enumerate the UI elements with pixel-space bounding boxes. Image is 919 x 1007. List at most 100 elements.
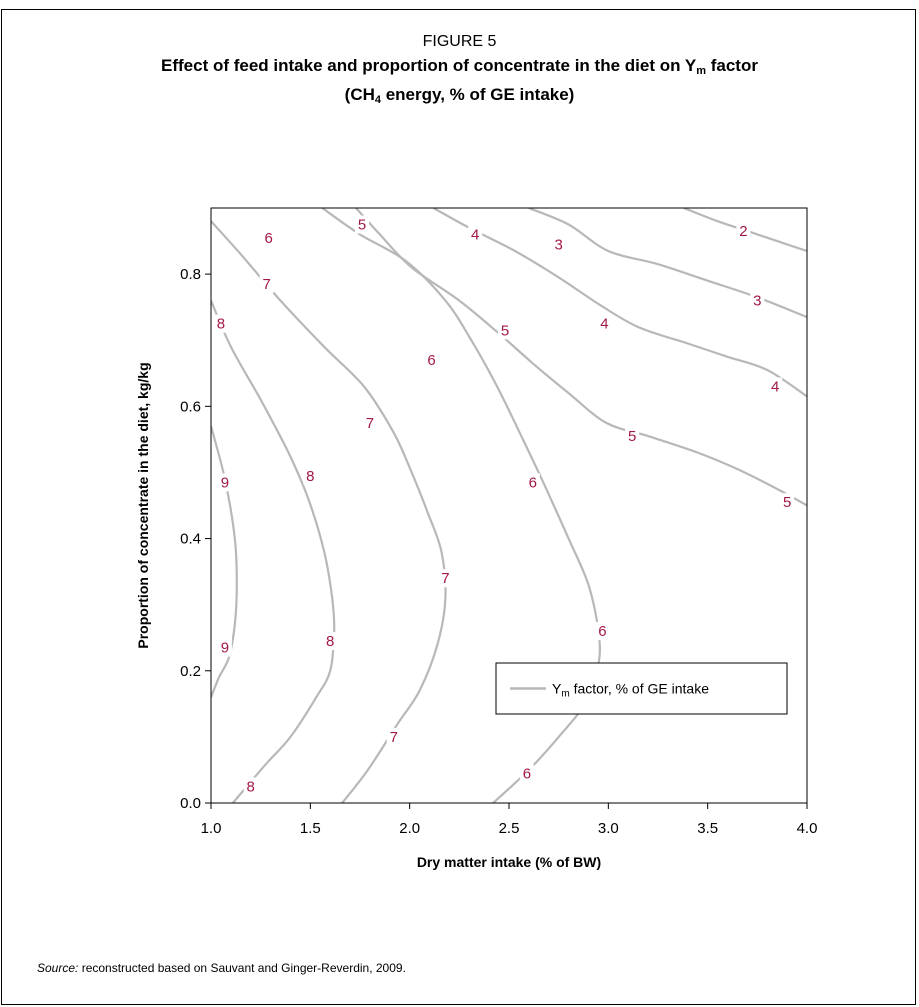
contour-label-group: 6 — [261, 228, 276, 247]
contour-label-group: 7 — [438, 569, 453, 588]
contour-label: 7 — [262, 276, 270, 293]
contour-line-6 — [321, 208, 601, 803]
contour-label-group: 6 — [424, 351, 439, 370]
contour-label: 5 — [628, 428, 636, 445]
legend-label-sub: m — [561, 689, 569, 700]
contour-label-group: 8 — [303, 466, 318, 485]
y-axis-label: Proportion of concentrate in the diet, k… — [135, 362, 151, 648]
contour-label-gap — [525, 473, 540, 492]
contour-line-4 — [432, 208, 807, 398]
x-tick-label: 1.0 — [201, 820, 222, 837]
title-line2-subscript: 4 — [374, 94, 381, 106]
contour-label-gap — [519, 764, 534, 783]
contour-label-gap — [625, 427, 640, 446]
contour-line-3 — [528, 208, 807, 319]
contour-label-gap — [424, 351, 439, 370]
contour-line-7 — [211, 220, 447, 803]
contour-label-group: 8 — [323, 632, 338, 651]
y-axis: 0.0 0.2 0.4 0.6 0.8 — [180, 266, 211, 812]
contour-label: 4 — [600, 316, 608, 333]
x-tick-label: 2.5 — [499, 820, 520, 837]
source-label: Source: — [37, 961, 79, 975]
x-tick-label: 2.0 — [399, 820, 420, 837]
title-line2-pre: (CH — [344, 85, 375, 104]
x-tick-label: 4.0 — [797, 820, 818, 837]
contour-label-group: 7 — [386, 727, 401, 746]
contour-label-gap — [780, 493, 795, 512]
contour-lines — [211, 208, 807, 803]
contour-label: 7 — [441, 570, 449, 587]
contour-label-gap — [259, 275, 274, 294]
contour-label-group: 5 — [780, 493, 795, 512]
contour-label-group: 7 — [362, 413, 377, 432]
contour-label: 4 — [771, 379, 779, 396]
contour-label-group: 4 — [597, 314, 612, 333]
contour-label: 7 — [366, 415, 374, 432]
figure-title: Effect of feed intake and proportion of … — [0, 54, 919, 112]
y-tick-label: 0.8 — [180, 266, 201, 283]
contour-label-group: 6 — [595, 622, 610, 641]
contour-label: 3 — [753, 293, 761, 310]
legend: Ym factor, % of GE intake — [495, 662, 788, 715]
contour-label-group: 4 — [468, 225, 483, 244]
legend-label: Ym factor, % of GE intake — [552, 681, 709, 700]
contour-line-8 — [211, 300, 336, 803]
title-suffix: factor — [706, 56, 758, 75]
contour-label-gap — [261, 228, 276, 247]
contour-label-gap — [750, 291, 765, 310]
contour-label-group: 3 — [551, 235, 566, 254]
source-text: reconstructed based on Sauvant and Ginge… — [78, 961, 406, 975]
contour-label: 8 — [306, 468, 314, 485]
figure-label: FIGURE 5 — [422, 33, 497, 50]
contour-label-gap — [498, 321, 513, 340]
contour-label-gap — [551, 235, 566, 254]
y-tick-label: 0.2 — [180, 663, 201, 680]
contour-label-group: 6 — [525, 473, 540, 492]
contour-label-group: 2 — [736, 222, 751, 241]
contour-line-5 — [355, 208, 807, 507]
contour-label-gap — [243, 777, 258, 796]
contour-label: 5 — [501, 322, 509, 339]
contour-label: 4 — [471, 226, 479, 243]
contour-label-gap — [213, 314, 228, 333]
contour-label-gap — [354, 215, 369, 234]
contour-label-gap — [362, 413, 377, 432]
x-axis-label: Dry matter intake (% of BW) — [417, 854, 601, 870]
contour-label-gap — [768, 377, 783, 396]
contour-label: 6 — [264, 230, 272, 247]
contour-label: 9 — [221, 640, 229, 657]
contour-label-group: 5 — [625, 427, 640, 446]
contour-label: 6 — [427, 352, 435, 369]
title-main: Effect of feed intake and proportion of … — [161, 56, 697, 75]
legend-label-post: factor, % of GE intake — [570, 681, 710, 697]
contour-label: 5 — [783, 494, 791, 511]
contour-label-gap — [323, 632, 338, 651]
contour-label: 8 — [326, 633, 334, 650]
contour-label-group: 4 — [768, 377, 783, 396]
contour-label-group: 7 — [259, 275, 274, 294]
contour-label: 6 — [598, 623, 606, 640]
contour-label: 2 — [739, 223, 747, 240]
x-tick-label: 3.5 — [697, 820, 718, 837]
contour-label-group: 9 — [217, 473, 232, 492]
contour-label: 5 — [358, 217, 366, 234]
contour-label: 6 — [523, 765, 531, 782]
contour-label-gap — [217, 638, 232, 657]
x-tick-label: 1.5 — [300, 820, 321, 837]
contour-label-gap — [468, 225, 483, 244]
contour-label: 3 — [554, 236, 562, 253]
contour-label: 9 — [221, 474, 229, 491]
y-tick-label: 0.0 — [180, 795, 201, 812]
contour-label-group: 9 — [217, 638, 232, 657]
contour-label-gap — [217, 473, 232, 492]
y-tick-label: 0.4 — [180, 531, 201, 548]
contour-labels: 9 9 8 8 8 8 7 7 7 7 6 6 6 6 6 5 5 5 5 4 4 4 3 3 2 — [213, 215, 795, 796]
contour-label-group: 8 — [243, 777, 258, 796]
contour-label-gap — [303, 466, 318, 485]
contour-label-group: 5 — [354, 215, 369, 234]
contour-label-gap — [438, 569, 453, 588]
title-subscript: m — [696, 65, 707, 77]
contour-label-group: 5 — [498, 321, 513, 340]
x-axis: 1.0 1.5 2.0 2.5 3.0 3.5 4.0 — [201, 803, 818, 837]
